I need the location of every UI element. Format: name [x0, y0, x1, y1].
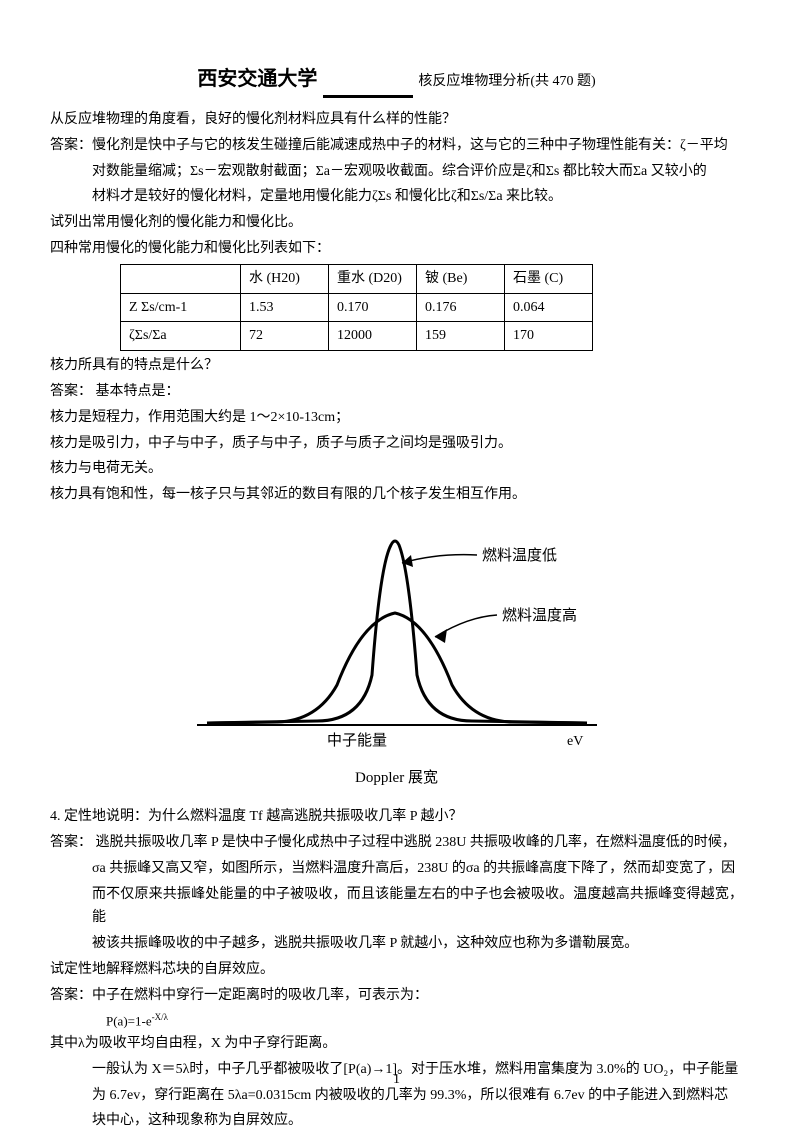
q4-answer-line4: 被该共振峰吸收的中子越多，逃脱共振吸收几率 P 就越小，这种效应也称为多谱勒展宽… — [50, 932, 743, 956]
table-cell: 0.064 — [505, 293, 593, 322]
table-cell: 重水 (D20) — [329, 264, 417, 293]
table-cell: 石墨 (C) — [505, 264, 593, 293]
answer-label: 答案： — [50, 835, 92, 850]
table-cell: 水 (H20) — [241, 264, 329, 293]
table-cell: ζΣs/Σa — [121, 322, 241, 351]
table-cell: 72 — [241, 322, 329, 351]
page-number: 1 — [0, 1068, 793, 1092]
formula-base: P(a)=1-e — [106, 1013, 152, 1028]
q4-ans-text1: 逃脱共振吸收几率 P 是快中子慢化成热中子过程中逃脱 238U 共振吸收峰的几率… — [92, 835, 736, 850]
label-low-temp: 燃料温度低 — [482, 546, 557, 564]
moderator-table: 水 (H20) 重水 (D20) 铍 (Be) 石墨 (C) Z Σs/cm-1… — [120, 264, 593, 351]
header-underline — [323, 95, 413, 98]
xaxis-label-right: eV — [567, 734, 583, 749]
q5-question: 试定性地解释燃料芯块的自屏效应。 — [50, 958, 743, 982]
q4-answer-line2: σa 共振峰又高又窄，如图所示，当燃料温度升高后，238U 的σa 的共振峰高度… — [50, 857, 743, 881]
q4-answer-line3: 而不仅原来共振峰处能量的中子被吸收，而且该能量左右的中子也会被吸收。温度越高共振… — [50, 883, 743, 931]
table-cell: Z Σs/cm-1 — [121, 293, 241, 322]
resonance-peak-svg: 燃料温度低 燃料温度高 中子能量 eV — [167, 525, 627, 755]
table-cell: 0.176 — [417, 293, 505, 322]
q2-line1: 试列出常用慢化剂的慢化能力和慢化比。 — [50, 211, 743, 235]
answer-label: 答案： — [50, 138, 92, 153]
table-row: ζΣs/Σa 72 12000 159 170 — [121, 322, 593, 351]
doc-subtitle: 核反应堆物理分析(共 470 题) — [418, 74, 595, 89]
table-cell: 0.170 — [329, 293, 417, 322]
table-cell: 159 — [417, 322, 505, 351]
answer-label: 答案： — [50, 988, 92, 1003]
q3-question: 核力所具有的特点是什么？ — [50, 354, 743, 378]
q5-formula: P(a)=1-e-X/λ — [50, 1010, 743, 1032]
low-temp-curve — [207, 541, 587, 723]
doppler-diagram: 燃料温度低 燃料温度高 中子能量 eV Doppler 展宽 — [50, 525, 743, 791]
formula-exponent: -X/λ — [152, 1012, 168, 1022]
table-cell: 170 — [505, 322, 593, 351]
table-cell — [121, 264, 241, 293]
q5-line5: 块中心，这种现象称为自屏效应。 — [50, 1109, 743, 1133]
q1-answer-line3: 材料才是较好的慢化材料，定量地用慢化能力ζΣs 和慢化比ζ和Σs/Σa 来比较。 — [50, 185, 743, 209]
q5-line2: 其中λ为吸收平均自由程，X 为中子穿行距离。 — [50, 1032, 743, 1056]
q3-pt2: 核力是吸引力，中子与中子，质子与中子，质子与质子之间均是强吸引力。 — [50, 432, 743, 456]
table-cell: 铍 (Be) — [417, 264, 505, 293]
table-cell: 1.53 — [241, 293, 329, 322]
page-header: 西安交通大学 核反应堆物理分析(共 470 题) — [50, 62, 743, 96]
q1-answer-line2: 对数能量缩减；Σs－宏观散射截面；Σa－宏观吸收截面。综合评价应是ζ和Σs 都比… — [50, 160, 743, 184]
arrowhead-high — [435, 629, 447, 643]
table-row: Z Σs/cm-1 1.53 0.170 0.176 0.064 — [121, 293, 593, 322]
q5-answer-line1: 答案：中子在燃料中穿行一定距离时的吸收几率，可表示为： — [50, 984, 743, 1008]
arrow-low — [402, 555, 477, 563]
table-row: 水 (H20) 重水 (D20) 铍 (Be) 石墨 (C) — [121, 264, 593, 293]
q3-answer-prefix: 答案： 基本特点是： — [50, 380, 743, 404]
q1-ans-text1: 慢化剂是快中子与它的核发生碰撞后能减速成热中子的材料，这与它的三种中子物理性能有… — [92, 138, 728, 153]
q4-answer-line1: 答案： 逃脱共振吸收几率 P 是快中子慢化成热中子过程中逃脱 238U 共振吸收… — [50, 831, 743, 855]
q4-question: 4. 定性地说明：为什么燃料温度 Tf 越高逃脱共振吸收几率 P 越小？ — [50, 805, 743, 829]
diagram-caption: Doppler 展宽 — [50, 766, 743, 792]
high-temp-curve — [207, 613, 587, 723]
q3-ans-text: 基本特点是： — [92, 384, 180, 399]
q3-pt3: 核力与电荷无关。 — [50, 457, 743, 481]
q1-question: 从反应堆物理的角度看，良好的慢化剂材料应具有什么样的性能？ — [50, 108, 743, 132]
q3-pt1: 核力是短程力，作用范围大约是 1～2×10-13cm； — [50, 406, 743, 430]
q2-line2: 四种常用慢化的慢化能力和慢化比列表如下： — [50, 237, 743, 261]
q1-answer-line1: 答案：慢化剂是快中子与它的核发生碰撞后能减速成热中子的材料，这与它的三种中子物理… — [50, 134, 743, 158]
university-name: 西安交通大学 — [197, 68, 317, 90]
label-high-temp: 燃料温度高 — [502, 606, 577, 624]
q5-ans-text1: 中子在燃料中穿行一定距离时的吸收几率，可表示为： — [92, 988, 428, 1003]
answer-label: 答案： — [50, 384, 92, 399]
xaxis-label-left: 中子能量 — [327, 732, 387, 749]
q3-pt4: 核力具有饱和性，每一核子只与其邻近的数目有限的几个核子发生相互作用。 — [50, 483, 743, 507]
table-cell: 12000 — [329, 322, 417, 351]
